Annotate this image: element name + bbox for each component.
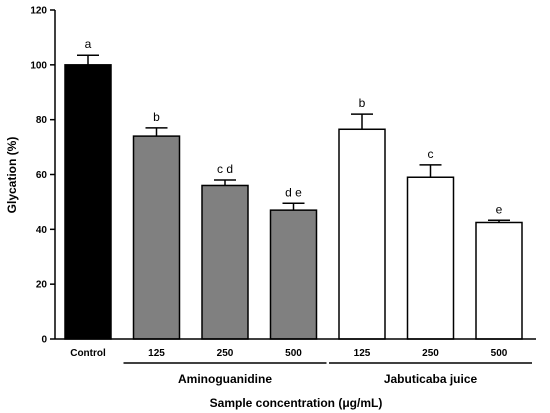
y-tick-label: 60 xyxy=(36,170,48,181)
y-tick-label: 80 xyxy=(36,115,48,126)
x-tick-label: 250 xyxy=(422,348,439,359)
y-tick-label: 0 xyxy=(41,335,47,346)
y-axis-title: Glycation (%) xyxy=(5,137,19,214)
x-tick-label: 500 xyxy=(491,348,508,359)
x-tick-label: 125 xyxy=(148,348,165,359)
x-axis: Control 125 250 500 125 250 500 xyxy=(55,338,536,359)
y-axis: 0 20 40 60 80 100 120 xyxy=(30,6,56,346)
group-label: Jabuticaba juice xyxy=(384,372,478,386)
y-tick-label: 20 xyxy=(36,280,48,291)
significance-label: c d xyxy=(217,162,233,176)
group-label: Aminoguanidine xyxy=(178,372,272,386)
bar xyxy=(406,176,455,340)
significance-label: b xyxy=(153,110,160,124)
significance-label: c xyxy=(428,147,434,161)
bar xyxy=(269,209,318,340)
x-axis-title: Sample concentration (μg/mL) xyxy=(210,396,383,410)
bar xyxy=(475,221,523,340)
significance-label: d e xyxy=(285,185,302,199)
x-tick-label: 125 xyxy=(354,348,371,359)
bar xyxy=(338,128,386,340)
bar xyxy=(64,64,112,340)
group-brackets: Aminoguanidine Jabuticaba juice xyxy=(123,362,532,386)
x-tick-label: Control xyxy=(70,348,106,359)
bars: a b c d d e b c e xyxy=(64,37,523,340)
x-tick-label: 500 xyxy=(285,348,302,359)
y-tick-label: 40 xyxy=(36,225,48,236)
bar xyxy=(201,184,249,340)
significance-label: b xyxy=(359,96,366,110)
y-tick-label: 100 xyxy=(30,60,47,71)
significance-label: a xyxy=(85,37,92,51)
bar xyxy=(132,135,181,340)
significance-label: e xyxy=(496,202,503,216)
y-tick-label: 120 xyxy=(30,6,47,17)
x-tick-label: 250 xyxy=(217,348,234,359)
